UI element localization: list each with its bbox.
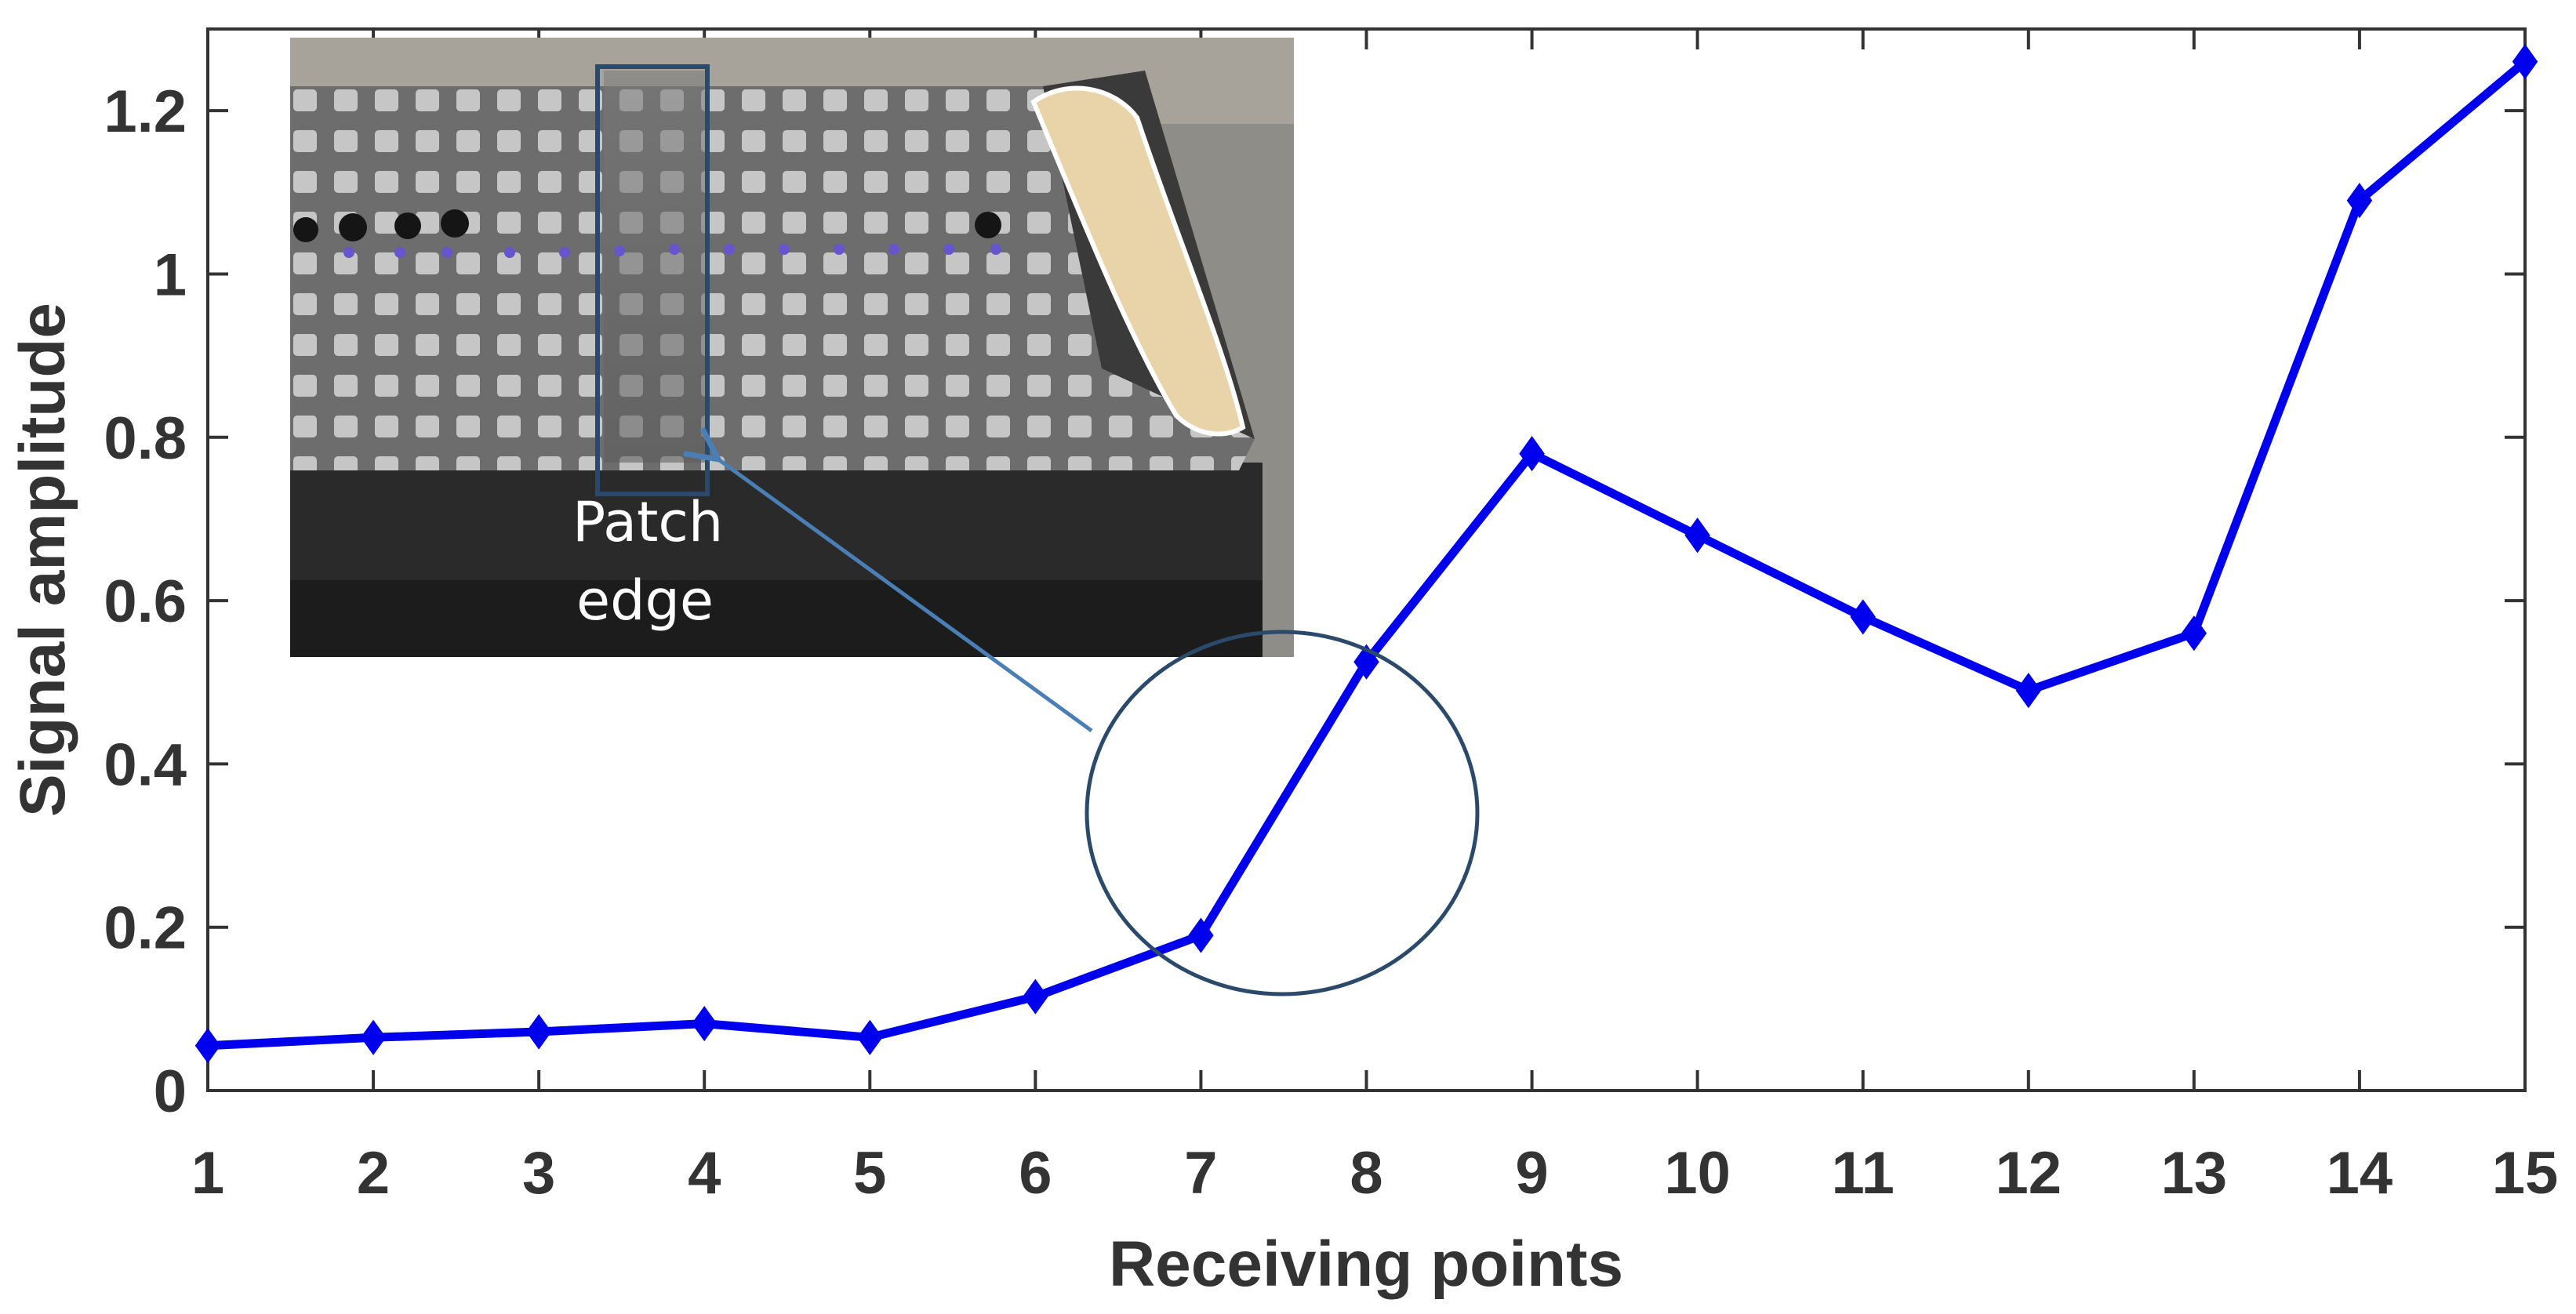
x-tick-label: 3 (522, 1140, 555, 1207)
data-point-marker (194, 1028, 221, 1064)
y-tick-label: 0.8 (104, 405, 187, 472)
x-tick-label: 4 (688, 1140, 721, 1207)
data-point-marker (857, 1019, 883, 1055)
inset-block-top (290, 86, 1255, 470)
inset-patch-shading (604, 71, 706, 463)
y-tick-label: 0 (154, 1058, 187, 1125)
x-tick-label: 13 (2161, 1140, 2228, 1207)
data-point-marker (2512, 44, 2538, 80)
x-tick-label: 15 (2492, 1140, 2559, 1207)
inset-foam-edge (1030, 85, 1246, 437)
patch-edge-box (595, 64, 710, 496)
x-tick-label: 9 (1515, 1140, 1548, 1207)
y-axis-ticks: 0 0.2 0.4 0.6 0.8 1 1.2 (104, 78, 2525, 1125)
data-point-marker (1684, 517, 1710, 554)
x-tick-label: 7 (1184, 1140, 1217, 1207)
series-signal-amplitude (194, 44, 2538, 1064)
x-axis-label: Receiving points (1109, 1229, 1623, 1300)
data-point-marker (1188, 917, 1214, 953)
x-tick-label: 6 (1019, 1140, 1052, 1207)
y-tick-label: 1.2 (104, 78, 187, 145)
annotation-arrow (715, 457, 1093, 733)
data-point-marker (525, 1014, 552, 1050)
x-tick-label: 8 (1350, 1140, 1382, 1207)
data-point-marker (360, 1019, 387, 1055)
x-tick-label: 5 (853, 1140, 886, 1207)
data-point-marker (1023, 978, 1048, 1015)
x-tick-label: 12 (1996, 1140, 2062, 1207)
data-point-marker (2181, 615, 2207, 652)
x-tick-label: 14 (2327, 1140, 2393, 1207)
patch-edge-label-line2: edge (576, 568, 714, 633)
inset-black-strip (290, 580, 1263, 657)
x-tick-label: 1 (191, 1140, 224, 1207)
x-tick-label: 11 (1832, 1140, 1895, 1207)
x-tick-label: 10 (1664, 1140, 1731, 1207)
y-tick-label: 1 (154, 241, 187, 308)
y-axis-label: Signal amplitude (7, 303, 78, 817)
data-point-marker (2346, 183, 2373, 219)
inset-photo: Patch edge (290, 38, 1294, 657)
data-point-marker (1850, 599, 1876, 635)
y-tick-label: 0.6 (104, 568, 187, 635)
y-tick-label: 0.4 (104, 731, 187, 798)
data-point-marker (2015, 673, 2042, 709)
inset-handwritten-marks (343, 244, 1001, 258)
inset-sensor-holes (293, 209, 1001, 242)
y-tick-label: 0.2 (104, 895, 187, 962)
data-point-marker (1519, 436, 1545, 472)
highlight-circle (1085, 630, 1480, 996)
x-tick-label: 2 (357, 1140, 390, 1207)
data-point-marker (691, 1006, 718, 1042)
patch-edge-label-line1: Patch (572, 490, 723, 554)
